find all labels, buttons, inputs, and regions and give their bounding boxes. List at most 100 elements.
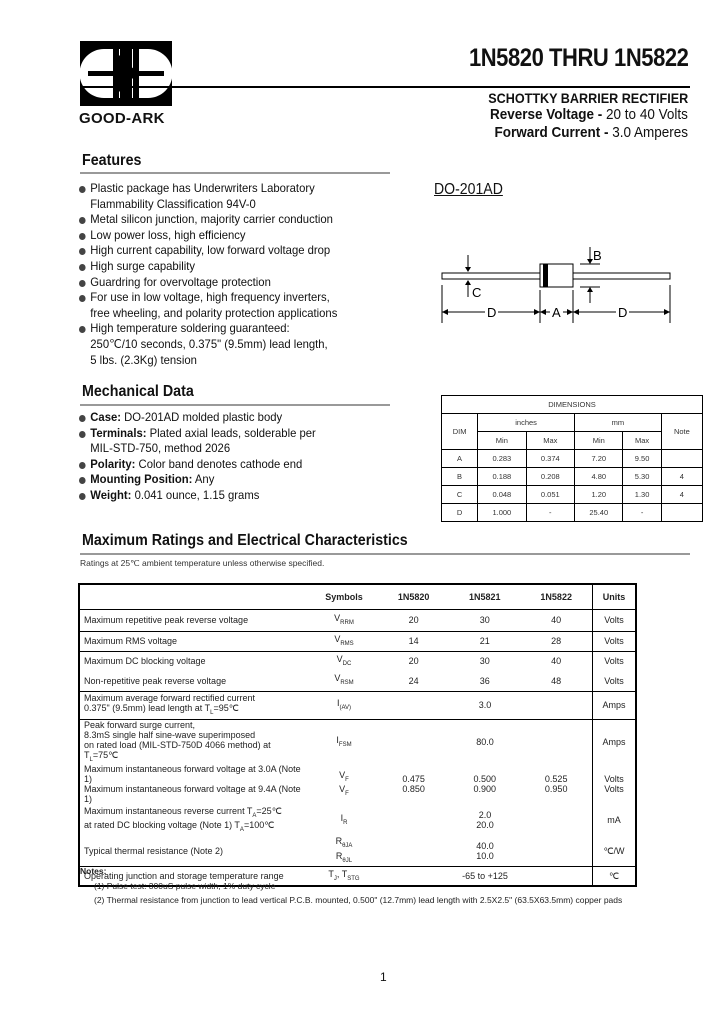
value-cell: 20 [408,656,419,667]
feature-text: Guardring for overvoltage protection [90,274,271,289]
ratings-row: Typical thermal resistance (Note 2) RθJA R… [79,836,636,867]
symbol-cell: VF VF [339,769,349,798]
mechanical-divider [80,404,390,406]
value-cell: 2.0 20.0 [476,810,494,831]
unit-cell: Amps [592,691,636,720]
value-cell: 3.0 [378,691,593,720]
parameter-label: Maximum repetitive peak reverse voltage [79,609,310,632]
dimension-cell [660,503,704,522]
package-name: DO-201AD [434,181,503,198]
feature-item: Plastic package has Underwriters Laborat… [79,181,337,212]
value-cell: 14 [378,631,450,652]
dimension-cell: 4 [660,467,704,486]
mechanical-label: Mounting Position: [90,472,193,487]
symbol-cell: IFSM [336,734,352,748]
bullet-icon [79,492,86,500]
dimension-cell: 1.20 [574,485,624,504]
value-cell: 40 [520,609,593,632]
mechanical-value: 0.041 ounce, 1.15 grams [131,487,260,502]
forward-current: Forward Current - 3.0 Amperes [494,124,688,141]
feature-text: free wheeling, and polarity protection a… [90,305,338,320]
bullet-icon [79,461,86,469]
good-ark-logo [79,41,173,106]
column-header: 1N5820 [378,584,450,610]
parameter-label: Non-repetitive peak reverse voltage [79,671,310,692]
feature-text: 250℃/10 seconds, 0.375" (9.5mm) lead len… [90,336,328,351]
column-header: Units [592,584,636,610]
symbol-cell: VDC [336,653,352,667]
dimension-cell: D [440,503,479,522]
dimension-row: D 1.000-25.40- [440,503,704,522]
feature-text: For use in low voltage, high frequency i… [90,290,330,305]
value-cell: 21 [449,631,521,652]
dimension-cell: 0.188 [477,467,527,486]
bullet-icon [79,326,86,334]
mechanical-item: Weight: 0.041 ounce, 1.15 grams [79,488,316,504]
mechanical-value: Plated axial leads, solderable per [146,425,316,440]
value-cell: 30 [449,609,521,632]
dimension-cell: 4 [660,485,704,504]
column-header: Symbols [310,584,378,610]
dimension-row: A 0.283 0.374 7.20 9.50 [440,449,704,468]
mechanical-value: Color band denotes cathode end [135,456,303,471]
svg-text:C: C [472,285,481,300]
dimension-row: C 0.048 0.051 1.20 1.30 4 [440,485,704,504]
parameter-label: Peak forward surge current, 8.3mS single … [84,719,271,763]
mechanical-value: Any [192,472,215,487]
svg-text:A: A [552,305,561,320]
unit-cell: Volts [592,609,636,632]
unit-cell: mA [592,804,636,837]
parameter-label: Maximum average forward rectified curren… [79,691,310,720]
feature-text: High surge capability [90,258,196,273]
value-cell: -65 to +125 [462,871,508,882]
parameter-label: Maximum RMS voltage [79,631,310,652]
mechanical-label: Weight: [90,487,132,502]
mechanical-label: Case: [90,410,122,424]
value-cell: 0.525 0.950 [544,774,568,795]
ratings-row: Operating junction and storage temperatu… [79,866,636,887]
value-cell: 40.0 10.0 [378,836,593,867]
feature-item: Metal silicon junction, majority carrier… [79,212,337,228]
features-heading: Features [82,152,142,169]
note-2: (2) Thermal resistance from junction to … [94,895,623,905]
mechanical-value: DO-201AD molded plastic body [121,410,283,424]
unit-cell: ℃ [592,866,636,887]
feature-text: High temperature soldering guaranteed: [90,321,290,336]
feature-item: High temperature soldering guaranteed: 25… [79,321,337,368]
mechanical-item: Case: DO-201AD molded plastic body [79,410,316,426]
dimension-cell: 0.208 [525,467,576,486]
symbol-cell: I(AV) [310,691,378,720]
unit-cell: Volts [592,671,636,692]
ratings-heading: Maximum Ratings and Electrical Character… [82,532,408,549]
dimension-cell: 5.30 [622,467,662,486]
dimension-cell: C [440,485,479,504]
value-cell: 30 [479,656,490,667]
dimension-cell: 1.30 [622,485,662,504]
ratings-row: Maximum DC blocking voltage VDC 20 30 40 Volt… [79,651,636,671]
feature-text: Flammability Classification 94V-0 [90,196,256,211]
mechanical-item: Polarity: Color band denotes cathode end [79,457,316,473]
ratings-row: Non-repetitive peak reverse voltage VRSM 2… [79,671,636,692]
reverse-voltage: Reverse Voltage - 20 to 40 Volts [490,106,688,123]
package-outline-drawing: C B D A D [430,235,680,330]
value-cell: 0.475 0.850 [402,774,425,795]
symbol-cell: VRRM [310,609,378,632]
ratings-row: Maximum instantaneous reverse current TA… [79,804,636,837]
value-cell: 28 [520,631,593,652]
svg-text:B: B [593,248,602,263]
column-header: 1N5822 [520,584,593,610]
dimension-cell: 4.80 [574,467,624,486]
logo-text: GOOD-ARK [79,110,165,127]
feature-text: Plastic package has Underwriters Laborat… [90,181,315,195]
ratings-row: Maximum instantaneous forward voltage at… [79,764,636,805]
bullet-icon [79,248,86,256]
symbol-cell: RθJA RθJL [310,836,378,867]
feature-item: Low power loss, high efficiency [79,228,337,244]
symbol-cell: VRMS [310,631,378,652]
dimension-cell: 25.40 [574,503,624,522]
unit-cell: ℃/W [592,836,636,867]
mechanical-label: Terminals: [90,425,147,440]
feature-item: High current capability, low forward vol… [79,243,337,259]
unit-cell: Volts [592,631,636,652]
product-subtitle: SCHOTTKY BARRIER RECTIFIER [488,90,688,106]
